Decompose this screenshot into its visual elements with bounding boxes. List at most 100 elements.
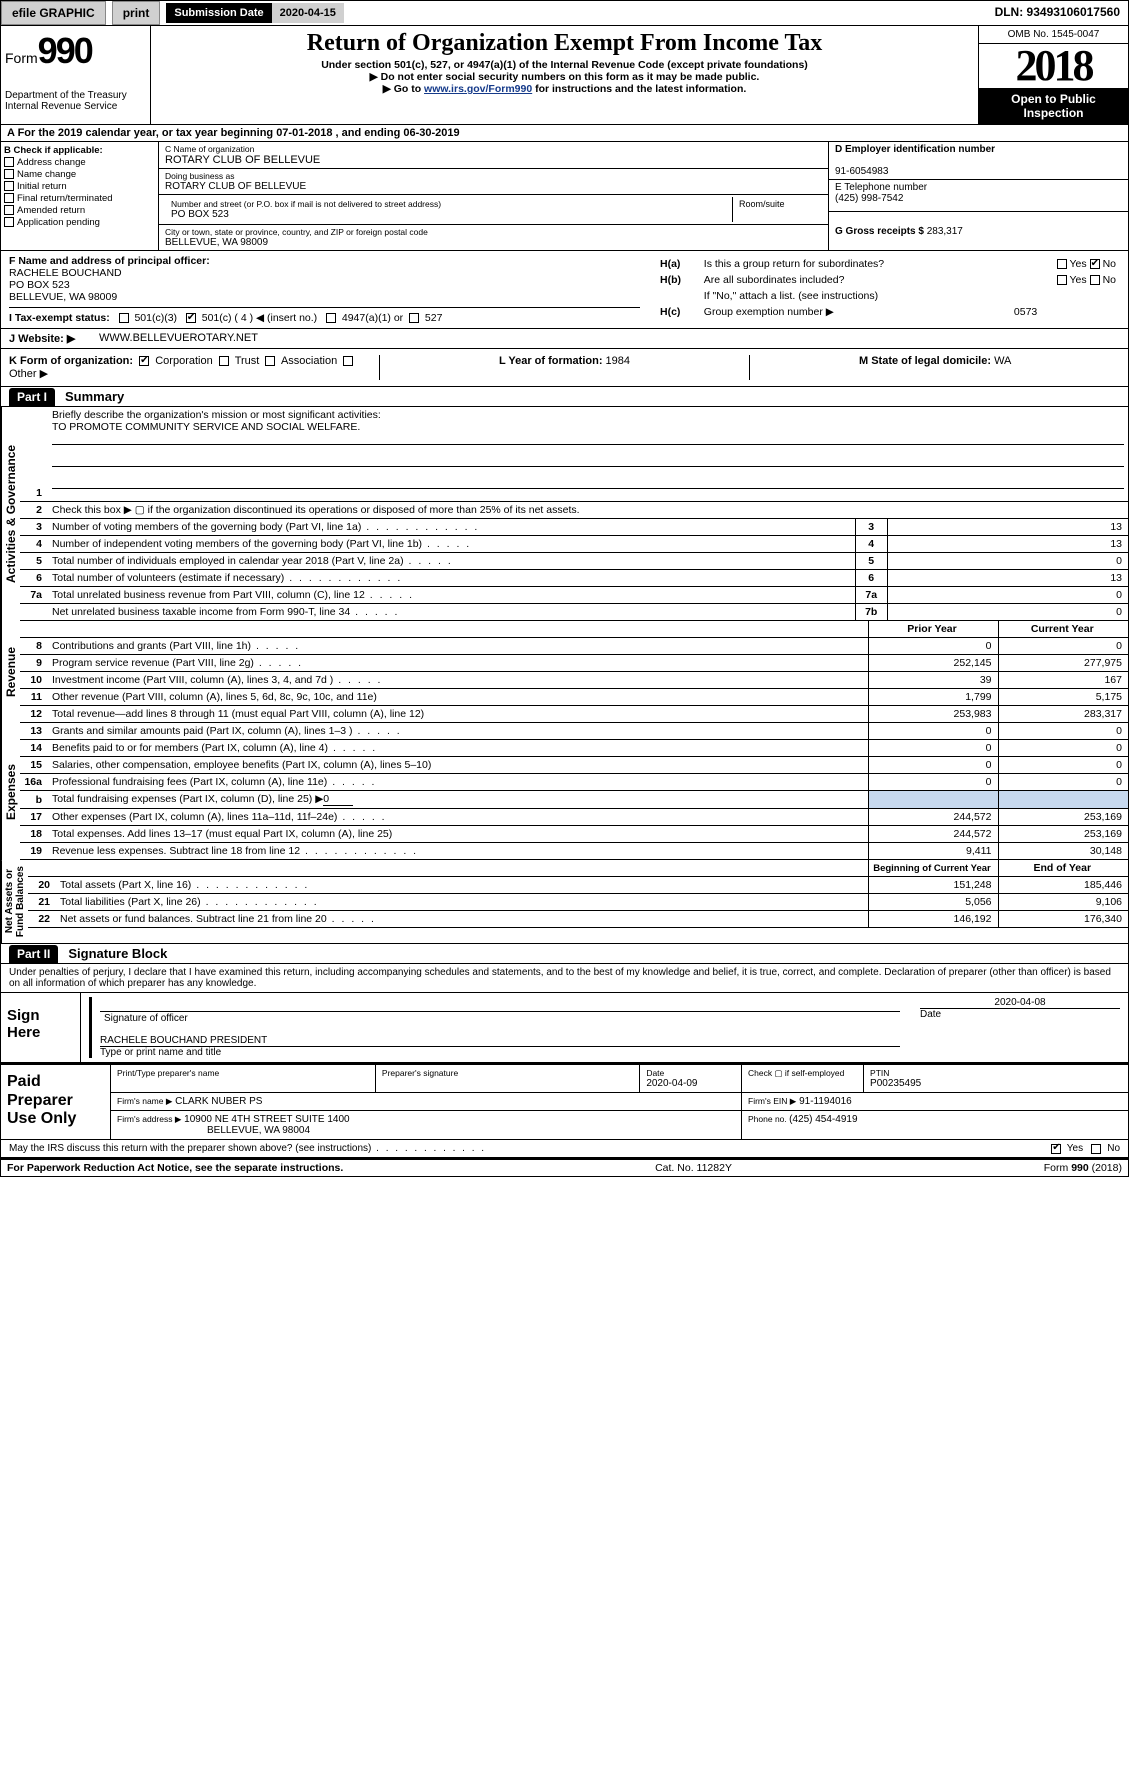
c14: 0 bbox=[998, 740, 1128, 757]
p13: 0 bbox=[868, 723, 998, 740]
net-assets-section: Net Assets or Fund Balances Beginning of… bbox=[0, 860, 1129, 944]
v3: 13 bbox=[887, 519, 1128, 536]
ha-yes[interactable] bbox=[1057, 259, 1067, 269]
c15: 0 bbox=[998, 757, 1128, 774]
hb-text: Are all subordinates included? bbox=[702, 273, 1010, 287]
side-net-assets: Net Assets or Fund Balances bbox=[1, 860, 28, 943]
sign-date: 2020-04-08 bbox=[920, 997, 1120, 1008]
check-501c3[interactable] bbox=[119, 313, 129, 323]
firm-ein: 91-1194016 bbox=[799, 1096, 852, 1107]
check-501c[interactable] bbox=[186, 313, 196, 323]
p18: 244,572 bbox=[868, 826, 998, 843]
print-button[interactable]: print bbox=[112, 1, 161, 25]
l1-value: TO PROMOTE COMMUNITY SERVICE AND SOCIAL … bbox=[52, 421, 360, 433]
end-hdr: End of Year bbox=[998, 860, 1128, 877]
l9: Program service revenue (Part VIII, line… bbox=[48, 655, 868, 672]
check-initial[interactable] bbox=[4, 181, 14, 191]
hb-yes[interactable] bbox=[1057, 275, 1067, 285]
ha-label: H(a) bbox=[658, 257, 700, 271]
hb-note: If "No," attach a list. (see instruction… bbox=[702, 289, 1118, 303]
tax-exempt-label: I Tax-exempt status: bbox=[9, 312, 110, 324]
c11: 5,175 bbox=[998, 689, 1128, 706]
c8: 0 bbox=[998, 638, 1128, 655]
check-terminated[interactable] bbox=[4, 193, 14, 203]
check-address[interactable] bbox=[4, 157, 14, 167]
l6: Total number of volunteers (estimate if … bbox=[48, 570, 855, 587]
prep-name-label: Print/Type preparer's name bbox=[117, 1068, 369, 1078]
side-activities: Activities & Governance bbox=[1, 407, 20, 621]
c21: 9,106 bbox=[998, 894, 1128, 911]
check-4947[interactable] bbox=[326, 313, 336, 323]
check-amended[interactable] bbox=[4, 205, 14, 215]
dba-label: Doing business as bbox=[165, 171, 822, 181]
l10: Investment income (Part VIII, column (A)… bbox=[48, 672, 868, 689]
paid-preparer-label: Paid Preparer Use Only bbox=[1, 1065, 111, 1139]
form-subtitle: Under section 501(c), 527, or 4947(a)(1)… bbox=[159, 59, 970, 71]
hc-label: H(c) bbox=[658, 305, 700, 319]
form-title: Return of Organization Exempt From Incom… bbox=[159, 30, 970, 57]
l21: Total liabilities (Part X, line 26) bbox=[56, 894, 868, 911]
p12: 253,983 bbox=[868, 706, 998, 723]
discuss-yes[interactable] bbox=[1051, 1144, 1061, 1154]
check-name[interactable] bbox=[4, 169, 14, 179]
l16b: Total fundraising expenses (Part IX, col… bbox=[48, 791, 868, 809]
firm-phone: (425) 454-4919 bbox=[789, 1114, 857, 1125]
l8: Contributions and grants (Part VIII, lin… bbox=[48, 638, 868, 655]
check-trust[interactable] bbox=[219, 356, 229, 366]
note-goto: ▶ Go to www.irs.gov/Form990 for instruct… bbox=[159, 83, 970, 95]
p14: 0 bbox=[868, 740, 998, 757]
type-name-label: Type or print name and title bbox=[100, 1046, 900, 1058]
prior-hdr: Prior Year bbox=[868, 621, 998, 638]
phone: (425) 998-7542 bbox=[835, 193, 903, 204]
part1-header: Part I Summary bbox=[0, 387, 1129, 407]
discuss-no[interactable] bbox=[1091, 1144, 1101, 1154]
hc-val: 0573 bbox=[1012, 305, 1118, 319]
l18: Total expenses. Add lines 13–17 (must eq… bbox=[48, 826, 868, 843]
p10: 39 bbox=[868, 672, 998, 689]
org-info-block: B Check if applicable: Address change Na… bbox=[0, 142, 1129, 251]
open-to-public: Open to Public Inspection bbox=[979, 88, 1128, 124]
firm-name-label: Firm's name ▶ bbox=[117, 1096, 172, 1106]
prep-date-label: Date bbox=[646, 1068, 735, 1078]
l2: Check this box ▶ ▢ if the organization d… bbox=[48, 502, 1128, 519]
prep-date: 2020-04-09 bbox=[646, 1078, 735, 1089]
p19: 9,411 bbox=[868, 843, 998, 860]
hb-label: H(b) bbox=[658, 273, 700, 287]
check-527[interactable] bbox=[409, 313, 419, 323]
c10: 167 bbox=[998, 672, 1128, 689]
p15: 0 bbox=[868, 757, 998, 774]
check-other[interactable] bbox=[343, 356, 353, 366]
check-if-header: B Check if applicable: bbox=[4, 145, 155, 156]
tax-year: 2018 bbox=[979, 44, 1128, 88]
c19: 30,148 bbox=[998, 843, 1128, 860]
form-org-label: K Form of organization: bbox=[9, 355, 133, 367]
beg-hdr: Beginning of Current Year bbox=[868, 860, 998, 877]
v7a: 0 bbox=[887, 587, 1128, 604]
l19: Revenue less expenses. Subtract line 18 … bbox=[48, 843, 868, 860]
year-formation: 1984 bbox=[606, 355, 630, 367]
p22: 146,192 bbox=[868, 911, 998, 928]
firm-phone-label: Phone no. bbox=[748, 1114, 789, 1124]
discuss-row: May the IRS discuss this return with the… bbox=[0, 1140, 1129, 1158]
street: PO BOX 523 bbox=[171, 209, 726, 220]
check-corp[interactable] bbox=[139, 356, 149, 366]
irs-link[interactable]: www.irs.gov/Form990 bbox=[424, 83, 532, 95]
officer-addr1: PO BOX 523 bbox=[9, 279, 640, 291]
officer-sign-name: RACHELE BOUCHAND PRESIDENT bbox=[100, 1035, 900, 1046]
footer-bar: For Paperwork Reduction Act Notice, see … bbox=[0, 1158, 1129, 1177]
p16a: 0 bbox=[868, 774, 998, 791]
check-application[interactable] bbox=[4, 217, 14, 227]
city-label: City or town, state or province, country… bbox=[165, 227, 822, 237]
check-assoc[interactable] bbox=[265, 356, 275, 366]
officer-label: F Name and address of principal officer: bbox=[9, 255, 640, 267]
ptin: P00235495 bbox=[870, 1078, 1122, 1089]
sig-officer-label: Signature of officer bbox=[100, 1012, 192, 1025]
c12: 283,317 bbox=[998, 706, 1128, 723]
form-number: Form990 bbox=[5, 30, 146, 72]
efile-button[interactable]: efile GRAPHIC bbox=[1, 1, 106, 25]
hb-no[interactable] bbox=[1090, 275, 1100, 285]
c22: 176,340 bbox=[998, 911, 1128, 928]
ha-no[interactable] bbox=[1090, 259, 1100, 269]
date-label: Date bbox=[920, 1008, 1120, 1020]
ein-label: D Employer identification number bbox=[835, 144, 995, 155]
